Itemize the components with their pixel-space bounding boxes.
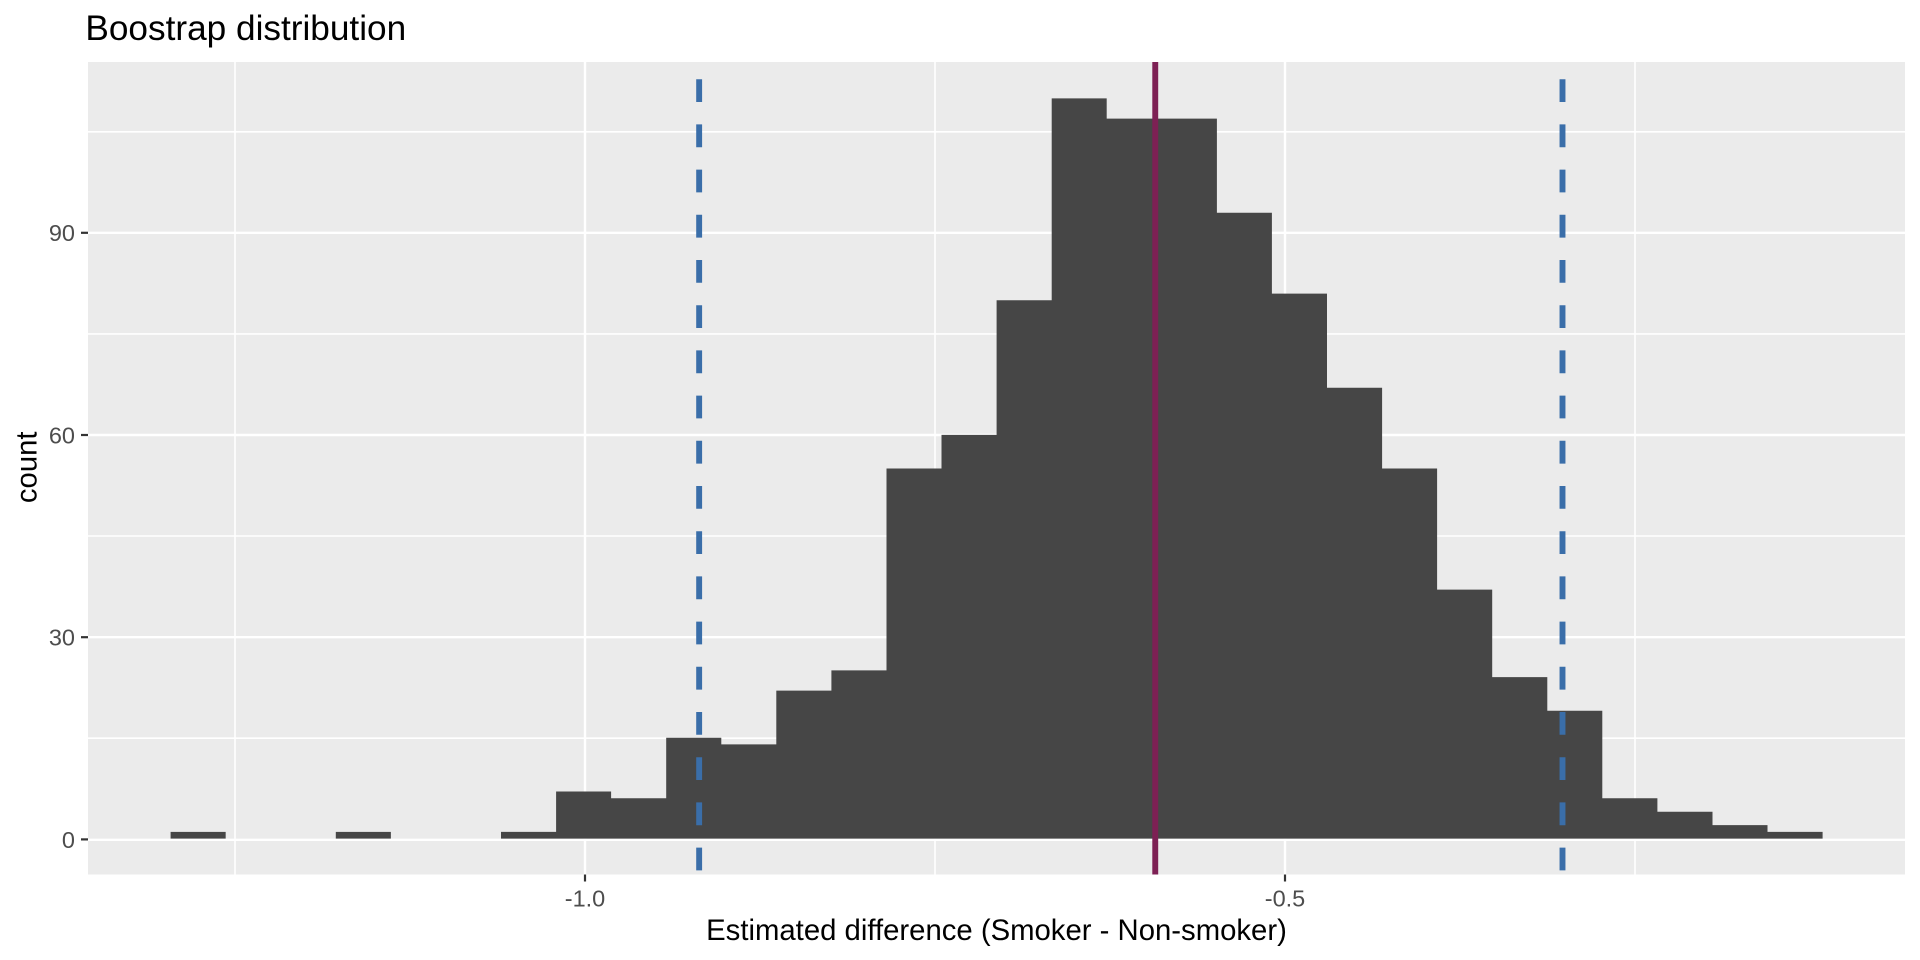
svg-text:30: 30: [49, 625, 75, 651]
svg-text:90: 90: [49, 220, 75, 246]
svg-text:Boostrap distribution: Boostrap distribution: [85, 9, 406, 48]
svg-text:count: count: [11, 431, 44, 503]
svg-text:Estimated difference (Smoker -: Estimated difference (Smoker - Non-smoke…: [706, 914, 1287, 947]
svg-text:60: 60: [49, 422, 75, 448]
svg-text:-0.5: -0.5: [1265, 886, 1306, 912]
svg-text:0: 0: [62, 827, 75, 853]
svg-text:-1.0: -1.0: [565, 886, 606, 912]
